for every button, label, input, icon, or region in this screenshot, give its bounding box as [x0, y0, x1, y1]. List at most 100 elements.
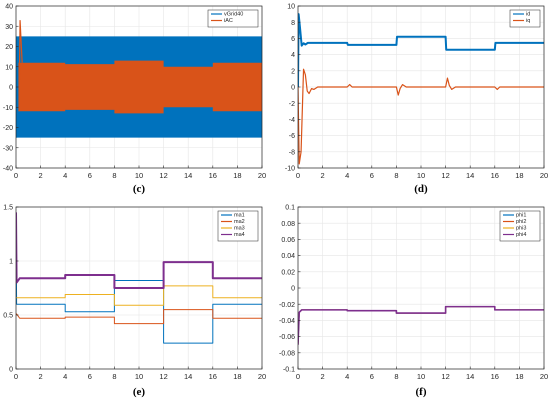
y-tick-label: 0 — [291, 286, 295, 293]
y-tick-label: -20 — [3, 125, 13, 132]
x-tick-label: 12 — [441, 372, 449, 381]
x-tick-label: 4 — [63, 372, 67, 381]
chart-caption: (e) — [133, 386, 146, 398]
y-tick-label: -30 — [3, 145, 13, 152]
y-tick-label: 30 — [5, 24, 13, 31]
x-tick-label: 8 — [112, 171, 116, 180]
x-tick-label: 10 — [135, 171, 143, 180]
x-tick-label: 18 — [515, 171, 523, 180]
legend-label: phi4 — [516, 232, 526, 238]
legend-label: iAC — [224, 18, 233, 24]
y-tick-label: 8 — [291, 20, 295, 27]
legend-box — [217, 210, 259, 242]
x-tick-label: 6 — [370, 372, 374, 381]
y-tick-label: -0.1 — [283, 367, 295, 374]
y-tick-label: -0.02 — [279, 302, 295, 309]
series-group — [298, 305, 544, 345]
y-tick-label: 20 — [5, 44, 13, 51]
y-tick-label: 10 — [287, 4, 295, 11]
x-tick-label: 16 — [491, 372, 499, 381]
x-tick-label: 0 — [296, 171, 300, 180]
x-tick-label: 10 — [135, 372, 143, 381]
y-tick-label: -4 — [289, 117, 295, 124]
y-tick-label: -10 — [3, 105, 13, 112]
legend-label: ma3 — [234, 226, 245, 232]
x-tick-label: 12 — [159, 372, 167, 381]
y-tick-label: 0.1 — [285, 205, 295, 212]
series-line-id — [298, 13, 544, 88]
x-tick-label: 18 — [515, 372, 523, 381]
x-tick-label: 4 — [63, 171, 67, 180]
series-group — [16, 20, 262, 138]
chart-panel-c: 0 2 4 6 8 10 12 14 16 18 20 -40 -30 -20 -10 0 10 20 30 40 vG… — [3, 4, 266, 195]
x-tick-label: 4 — [345, 372, 349, 381]
series-group — [16, 212, 262, 344]
x-tick-label: 20 — [540, 372, 548, 381]
x-tick-label: 16 — [209, 372, 217, 381]
y-tick-label: 0.02 — [281, 269, 295, 276]
x-tick-label: 20 — [258, 372, 266, 381]
x-tick-label: 6 — [88, 372, 92, 381]
x-tick-label: 0 — [296, 372, 300, 381]
x-tick-label: 14 — [466, 372, 474, 381]
x-tick-label: 12 — [441, 171, 449, 180]
y-tick-label: 6 — [291, 36, 295, 43]
x-tick-label: 10 — [417, 171, 425, 180]
y-tick-label: 4 — [291, 52, 295, 59]
y-tick-label: 0.06 — [281, 237, 295, 244]
series-line-iq — [298, 68, 544, 165]
series-line-ma2 — [16, 309, 262, 325]
x-tick-label: 2 — [321, 372, 325, 381]
x-tick-label: 0 — [14, 171, 18, 180]
y-tick-label: -0.06 — [279, 334, 295, 341]
chart-caption: (d) — [414, 183, 428, 195]
y-tick-label: 0 — [9, 367, 13, 374]
x-tick-label: 20 — [540, 171, 548, 180]
x-tick-label: 10 — [417, 372, 425, 381]
y-tick-label: -2 — [289, 101, 295, 108]
x-tick-label: 8 — [112, 372, 116, 381]
y-tick-label: 0 — [291, 85, 295, 92]
grid — [297, 206, 545, 370]
x-tick-label: 8 — [394, 372, 398, 381]
y-tick-label: 1.5 — [3, 205, 13, 212]
x-tick-label: 6 — [88, 171, 92, 180]
series-transient-vGrid40 — [16, 36, 21, 138]
y-tick-label: 2 — [291, 68, 295, 75]
legend-label: phi2 — [516, 219, 526, 225]
y-tick-label: 40 — [5, 4, 13, 11]
y-tick-label: 10 — [5, 64, 13, 71]
x-tick-label: 2 — [39, 171, 43, 180]
y-tick-label: -10 — [285, 166, 295, 173]
x-tick-label: 16 — [209, 171, 217, 180]
legend-label: ma1 — [234, 213, 245, 219]
legend-label: iq — [526, 18, 530, 24]
x-tick-label: 16 — [491, 171, 499, 180]
x-tick-label: 2 — [39, 372, 43, 381]
x-tick-label: 14 — [466, 171, 474, 180]
x-tick-label: 14 — [184, 372, 192, 381]
legend-label: phi3 — [516, 226, 526, 232]
x-tick-label: 12 — [159, 171, 167, 180]
x-tick-label: 18 — [233, 372, 241, 381]
series-band-iAC — [18, 60, 262, 114]
series-group — [298, 13, 544, 165]
x-tick-label: 20 — [258, 171, 266, 180]
y-tick-label: 0.04 — [281, 253, 295, 260]
x-tick-label: 14 — [184, 171, 192, 180]
legend-label: id — [526, 12, 530, 18]
chart-caption: (f) — [416, 386, 427, 398]
chart-panel-f: 0 2 4 6 8 10 12 14 16 18 20 -0.1 -0.08 -0.06 -0.04 -0.0… — [279, 205, 548, 398]
legend-box — [509, 9, 541, 28]
series-transient-iAC — [18, 20, 23, 112]
legend-label: ma4 — [234, 232, 245, 238]
x-tick-label: 18 — [233, 171, 241, 180]
legend-label: ma2 — [234, 219, 245, 225]
legend-label: vGrid40 — [224, 12, 243, 18]
x-tick-label: 0 — [14, 372, 18, 381]
y-tick-label: 0.5 — [3, 313, 13, 320]
y-tick-label: -8 — [289, 149, 295, 156]
